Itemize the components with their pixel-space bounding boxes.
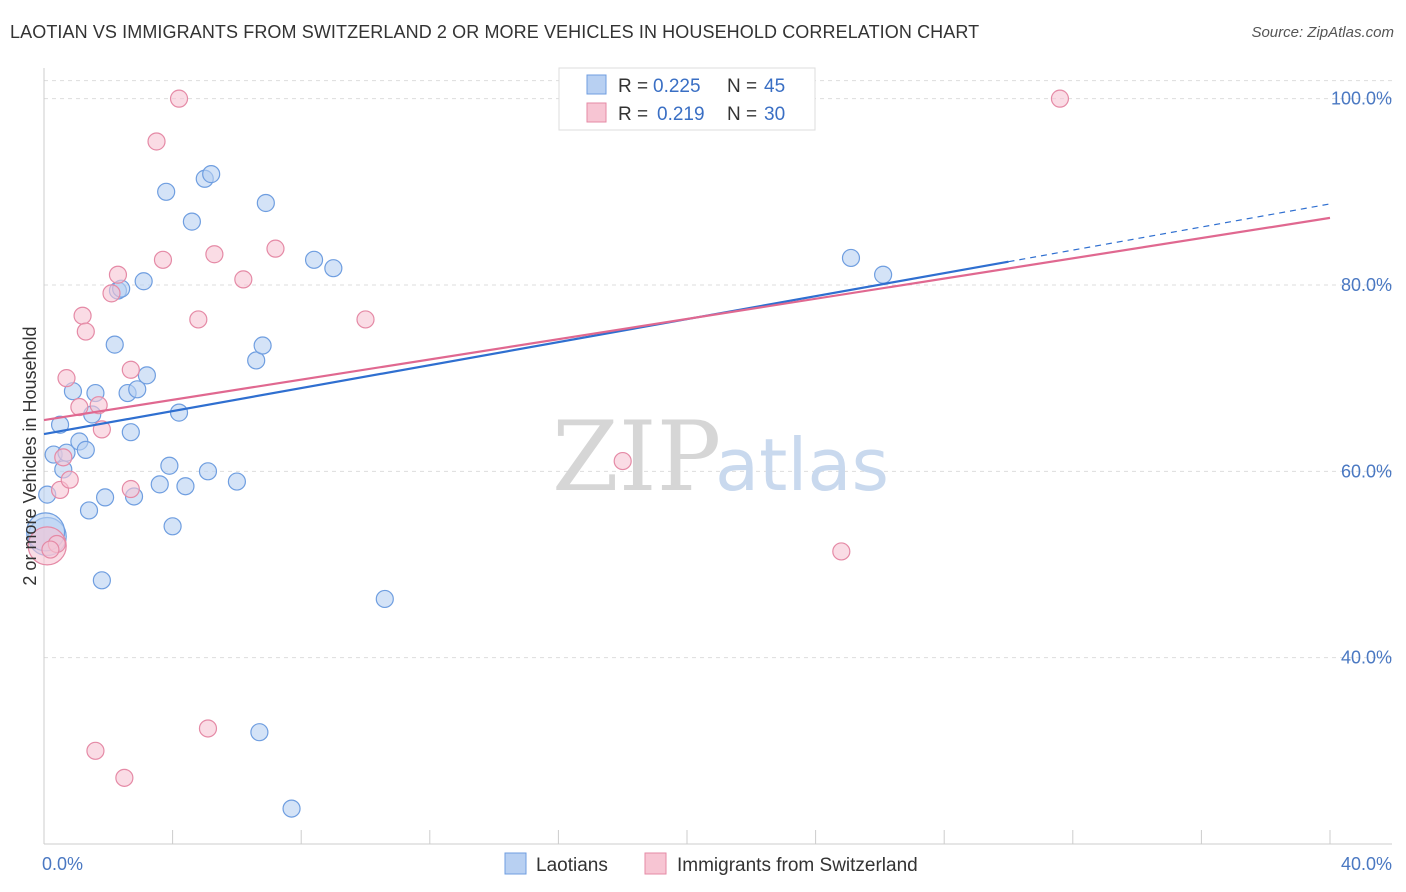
switzerland-point	[102, 284, 121, 303]
chart-title: LAOTIAN VS IMMIGRANTS FROM SWITZERLAND 2…	[10, 22, 980, 42]
switzerland-point	[234, 270, 253, 289]
laotian-point	[134, 272, 153, 291]
switzerland-point	[73, 306, 92, 325]
laotian-point	[256, 193, 275, 213]
switzerland-point	[108, 265, 128, 284]
switzerland-point	[121, 479, 140, 499]
switzerland-point	[198, 719, 218, 738]
laotian-trend-extension	[1008, 203, 1331, 263]
data-points	[26, 89, 1070, 818]
switzerland-point	[205, 245, 224, 264]
laotian-point	[324, 259, 343, 278]
laotian-trend-line	[43, 260, 1009, 436]
legend-n-value-1: 45	[764, 76, 785, 97]
legend-r-label-2: R =	[618, 104, 648, 125]
legend-r-value-2: 0.219	[657, 104, 705, 125]
tick-labels: 40.0% 60.0% 80.0% 100.0% 0.0% 40.0%	[42, 89, 1392, 874]
laotian-point	[841, 248, 861, 268]
switzerland-point	[76, 322, 95, 341]
laotian-point	[95, 488, 115, 507]
trend-lines	[43, 203, 1331, 436]
legend-r-value-1: 0.225	[653, 76, 701, 97]
laotian-point	[105, 335, 124, 354]
laotian-point	[79, 501, 99, 520]
laotian-point	[253, 336, 272, 355]
y-axis-title: 2 or more Vehicles in Household	[20, 326, 40, 585]
axes	[43, 68, 1392, 845]
laotian-point	[150, 475, 169, 494]
legend-swatch-laotians	[586, 74, 607, 95]
laotian-point	[282, 799, 301, 818]
laotian-point	[176, 477, 195, 496]
laotian-point	[874, 265, 893, 284]
laotian-point	[160, 456, 179, 475]
legend-r-label-1: R =	[618, 76, 648, 97]
laotian-point	[202, 165, 221, 184]
legend-bottom-label-switzerland: Immigrants from Switzerland	[677, 855, 918, 876]
laotian-point	[50, 415, 70, 434]
laotian-point	[128, 380, 147, 399]
laotian-point	[227, 472, 246, 491]
x-tick-label: 0.0%	[42, 854, 83, 874]
switzerland-point	[613, 451, 632, 471]
laotian-point	[198, 462, 218, 481]
legend-n-label-1: N =	[727, 76, 757, 97]
laotian-point	[92, 571, 111, 590]
switzerland-point	[54, 448, 73, 467]
laotian-point	[137, 366, 156, 385]
legend-bottom-swatch-laotians	[504, 852, 527, 875]
switzerland-point	[57, 369, 76, 388]
switzerland-point	[266, 239, 285, 258]
legend-n-label-2: N =	[727, 104, 757, 125]
y-tick-label: 80.0%	[1341, 275, 1392, 295]
y-tick-label: 100.0%	[1331, 89, 1392, 109]
switzerland-point	[1050, 89, 1070, 108]
laotian-point	[169, 403, 189, 422]
laotian-point	[182, 212, 201, 231]
y-tick-label: 40.0%	[1341, 648, 1392, 668]
grid-lines	[44, 80, 1392, 659]
y-tick-label: 60.0%	[1341, 461, 1392, 481]
switzerland-point	[60, 470, 79, 489]
laotian-point	[304, 250, 324, 269]
switzerland-point	[832, 542, 851, 561]
switzerland-point	[189, 310, 208, 329]
legend-bottom-swatch-switzerland	[644, 852, 667, 875]
switzerland-point	[356, 310, 375, 329]
switzerland-point	[89, 396, 108, 415]
laotian-point	[76, 440, 95, 459]
laotian-point	[250, 723, 269, 742]
switzerland-point	[169, 89, 189, 108]
switzerland-point	[153, 250, 173, 269]
watermark-atlas: atlas	[715, 423, 889, 507]
legend-swatch-switzerland	[586, 102, 607, 123]
switzerland-trend-line	[43, 216, 1331, 422]
legend-top: R = 0.225 N = 45 R = 0.219 N = 30	[558, 67, 816, 131]
laotian-point	[121, 423, 140, 442]
x-tick-label: 40.0%	[1341, 854, 1392, 874]
switzerland-point	[147, 132, 166, 151]
switzerland-point	[86, 741, 105, 760]
watermark: ZIP atlas	[552, 401, 889, 513]
laotian-point	[157, 182, 176, 201]
legend-n-value-2: 30	[764, 104, 785, 125]
watermark-zip: ZIP	[552, 401, 721, 513]
switzerland-point	[115, 768, 134, 787]
source-label: Source: ZipAtlas.com	[1251, 24, 1394, 41]
laotian-point	[163, 517, 182, 536]
laotian-point	[375, 589, 394, 609]
switzerland-point	[121, 360, 140, 379]
legend-bottom-label-laotians: Laotians	[536, 855, 608, 876]
switzerland-point	[41, 540, 60, 559]
legend-bottom: Laotians Immigrants from Switzerland	[504, 852, 918, 876]
